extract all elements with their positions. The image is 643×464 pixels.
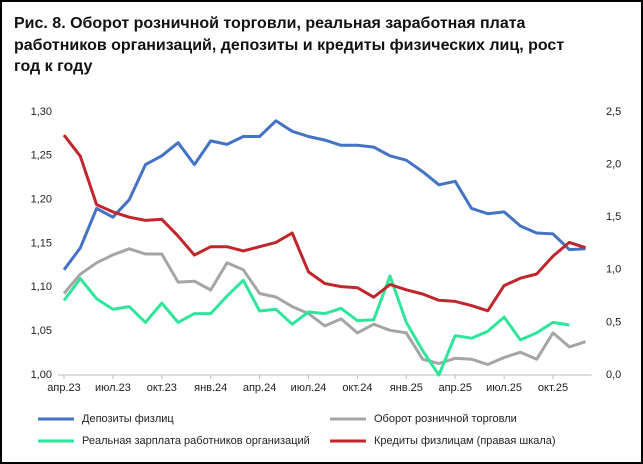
chart-title: год к году: [14, 58, 92, 75]
y-tick-label: 1,10: [31, 281, 52, 293]
y-tick-label: 1,00: [31, 369, 52, 381]
x-tick-label: окт.24: [342, 382, 372, 394]
y2-tick-label: 0,5: [606, 316, 621, 328]
y-tick-label: 1,30: [31, 106, 52, 118]
y2-tick-label: 1,0: [606, 264, 621, 276]
series-line: [62, 119, 586, 271]
x-tick-label: янв.24: [194, 382, 227, 394]
x-tick-label: окт.23: [147, 382, 177, 394]
series-line: [62, 274, 570, 377]
x-tick-label: апр.25: [438, 382, 471, 394]
x-tick-label: июл.25: [486, 382, 522, 394]
series-line: [62, 134, 587, 313]
y-tick-label: 1,25: [31, 150, 52, 162]
chart-title: работников организаций, депозиты и креди…: [14, 37, 564, 54]
x-tick-label: июл.24: [291, 382, 327, 394]
x-tick-label: янв.25: [390, 382, 423, 394]
legend-label: Оборот розничной торговли: [374, 413, 517, 425]
y-tick-label: 1,15: [31, 237, 52, 249]
y2-tick-label: 0,0: [606, 369, 621, 381]
y-tick-label: 1,05: [31, 325, 52, 337]
y-tick-label: 1,20: [31, 194, 52, 206]
y2-tick-label: 2,0: [606, 159, 621, 171]
legend-label: Депозиты физлиц: [82, 413, 174, 425]
x-tick-label: апр.24: [243, 382, 276, 394]
legend-label: Кредиты физлицам (правая шкала): [374, 435, 556, 447]
x-tick-label: окт.25: [538, 382, 568, 394]
y2-tick-label: 2,5: [606, 106, 621, 118]
legend-label: Реальная зарплата работников организаций: [82, 435, 310, 447]
x-tick-label: апр.23: [47, 382, 80, 394]
series-line: [62, 247, 587, 366]
y2-tick-label: 1,5: [606, 211, 621, 223]
x-tick-label: июл.23: [95, 382, 131, 394]
chart-title: Рис. 8. Оборот розничной торговли, реаль…: [14, 15, 526, 32]
